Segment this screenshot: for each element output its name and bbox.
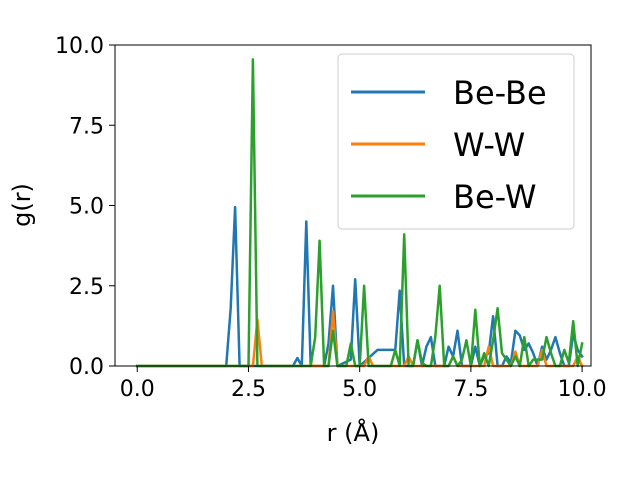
y-tick-label: 10.0 — [55, 34, 104, 59]
x-tick-label: 5.0 — [342, 377, 377, 402]
x-axis-label: r (Å) — [327, 418, 380, 447]
legend-box — [337, 53, 575, 230]
y-axis: 0.0 2.5 5.0 7.5 10.0 — [55, 34, 115, 380]
y-tick-label: 0.0 — [69, 355, 104, 380]
y-tick-label: 2.5 — [69, 275, 104, 300]
y-tick-label: 7.5 — [69, 114, 104, 139]
x-tick-label: 10.0 — [558, 377, 607, 402]
legend-label-be-w: Be-W — [453, 178, 537, 216]
x-axis: 0.0 2.5 5.0 7.5 10.0 — [120, 366, 607, 402]
legend-label-w-w: W-W — [453, 126, 525, 164]
x-tick-label: 7.5 — [453, 377, 488, 402]
legend-label-be-be: Be-Be — [453, 74, 547, 112]
y-axis-label: g(r) — [8, 183, 36, 227]
x-tick-label: 0.0 — [120, 377, 155, 402]
series-line-be-be — [135, 205, 584, 368]
x-tick-label: 2.5 — [231, 377, 266, 402]
legend: Be-Be W-W Be-W — [337, 53, 575, 230]
y-tick-label: 5.0 — [69, 195, 104, 220]
